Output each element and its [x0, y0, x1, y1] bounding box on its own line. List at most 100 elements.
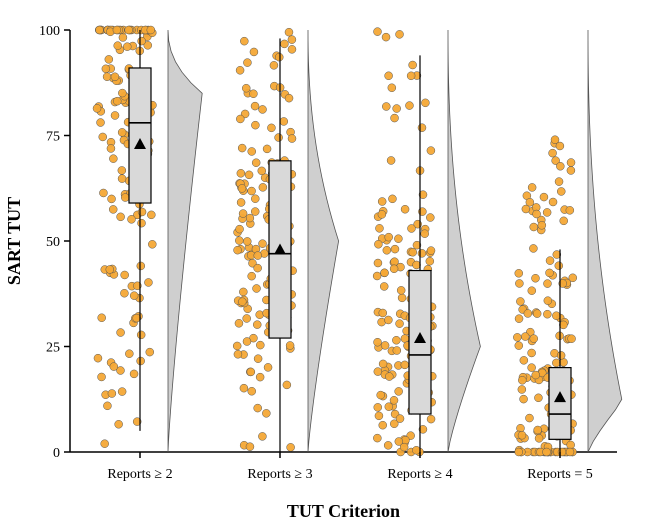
y-tick-label: 100: [39, 24, 60, 39]
data-point: [421, 230, 429, 238]
data-point: [249, 90, 257, 98]
data-point: [567, 441, 575, 449]
data-point: [118, 166, 126, 174]
data-point: [102, 65, 110, 73]
data-point: [280, 117, 288, 125]
data-point: [287, 443, 295, 451]
data-point: [251, 102, 259, 110]
x-tick-label: Reports ≥ 4: [387, 467, 452, 482]
data-point: [567, 159, 575, 167]
data-point: [233, 342, 241, 350]
data-point: [379, 421, 387, 429]
data-point: [259, 240, 267, 248]
data-point: [383, 246, 391, 254]
data-point: [245, 171, 253, 179]
data-point: [518, 385, 526, 393]
data-point: [237, 169, 245, 177]
data-point: [259, 105, 267, 113]
data-point: [125, 350, 133, 358]
data-point: [275, 53, 283, 61]
data-point: [94, 354, 102, 362]
data-point: [557, 187, 565, 195]
data-point: [109, 155, 117, 163]
data-point: [235, 237, 243, 245]
data-point: [148, 240, 156, 248]
data-point: [567, 166, 575, 174]
data-point: [393, 347, 401, 355]
data-point: [534, 426, 542, 434]
data-point: [409, 248, 417, 256]
data-point: [138, 208, 146, 216]
data-point: [99, 133, 107, 141]
data-point: [101, 440, 109, 448]
data-point: [108, 195, 116, 203]
data-point: [380, 282, 388, 290]
data-point: [246, 443, 254, 451]
data-point: [378, 197, 386, 205]
data-point: [413, 261, 421, 269]
data-point: [238, 144, 246, 152]
data-point: [379, 360, 387, 368]
data-point: [252, 159, 260, 167]
data-point: [396, 415, 404, 423]
data-point: [528, 287, 536, 295]
data-point: [117, 213, 125, 221]
data-point: [146, 348, 154, 356]
data-point: [543, 310, 551, 318]
data-point: [551, 136, 559, 144]
data-point: [385, 403, 393, 411]
data-point: [137, 331, 145, 339]
data-point: [119, 33, 127, 41]
data-point: [427, 147, 435, 155]
data-point: [516, 297, 524, 305]
data-point: [259, 183, 267, 191]
data-point: [525, 414, 533, 422]
data-point: [262, 409, 270, 417]
y-tick-label: 25: [46, 341, 60, 356]
data-point: [391, 114, 399, 122]
data-point: [113, 97, 121, 105]
data-point: [518, 376, 526, 384]
data-point: [552, 312, 560, 320]
data-point: [237, 198, 245, 206]
data-point: [110, 363, 118, 371]
data-point: [130, 370, 138, 378]
data-point: [243, 314, 251, 322]
data-point: [543, 208, 551, 216]
data-point: [385, 233, 393, 241]
data-point: [236, 225, 244, 233]
data-point: [127, 215, 135, 223]
data-point: [288, 45, 296, 53]
data-point: [114, 42, 122, 50]
data-point: [381, 341, 389, 349]
data-point: [515, 279, 523, 287]
data-point: [566, 206, 574, 214]
data-point: [418, 249, 426, 257]
data-point: [99, 189, 107, 197]
data-point: [248, 272, 256, 280]
raincloud-chart: 0255075100SART TUTTUT CriterionReports ≥…: [0, 0, 657, 532]
data-point: [286, 341, 294, 349]
data-point: [532, 371, 540, 379]
y-tick-label: 50: [46, 235, 60, 250]
data-point: [235, 319, 243, 327]
data-point: [528, 183, 536, 191]
data-point: [555, 262, 563, 270]
data-point: [552, 359, 560, 367]
data-point: [121, 271, 129, 279]
data-point: [125, 26, 133, 34]
data-point: [407, 224, 415, 232]
data-point: [374, 368, 382, 376]
data-point: [520, 395, 528, 403]
data-point: [106, 265, 114, 273]
data-point: [546, 257, 554, 265]
data-point: [377, 391, 385, 399]
data-point: [118, 388, 126, 396]
data-point: [144, 278, 152, 286]
data-point: [418, 124, 426, 132]
data-point: [543, 280, 551, 288]
y-tick-label: 0: [53, 446, 60, 461]
x-tick-label: Reports ≥ 2: [107, 467, 172, 482]
data-point: [382, 33, 390, 41]
data-point: [258, 432, 266, 440]
